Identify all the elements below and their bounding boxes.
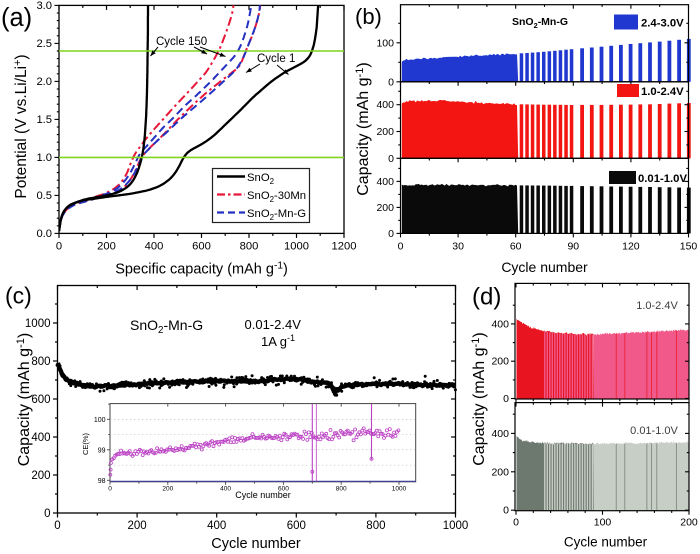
svg-text:1.0: 1.0: [36, 152, 52, 164]
svg-text:SnO2-Mn-G: SnO2-Mn-G: [512, 16, 568, 30]
svg-text:Cycle 150: Cycle 150: [156, 36, 207, 48]
svg-text:1.5: 1.5: [36, 114, 52, 126]
svg-text:200: 200: [376, 202, 394, 214]
svg-text:SnO2: SnO2: [247, 172, 274, 186]
svg-text:1A g-1: 1A g-1: [261, 333, 295, 349]
svg-text:3.0: 3.0: [36, 0, 52, 12]
svg-text:1000: 1000: [443, 520, 469, 532]
svg-text:0.01-2.4V: 0.01-2.4V: [245, 317, 302, 332]
svg-text:800: 800: [240, 240, 259, 252]
svg-text:Capacity (mAh g-1): Capacity (mAh g-1): [354, 62, 372, 196]
svg-text:600: 600: [192, 240, 211, 252]
svg-text:0: 0: [388, 228, 394, 240]
svg-text:0: 0: [388, 153, 394, 165]
svg-text:1.0-2.4V: 1.0-2.4V: [641, 86, 684, 98]
svg-text:400: 400: [207, 520, 226, 532]
svg-text:0: 0: [388, 76, 394, 88]
svg-text:400: 400: [491, 318, 509, 330]
svg-text:0: 0: [503, 393, 509, 405]
svg-text:2.0: 2.0: [36, 76, 52, 88]
svg-text:CE(%): CE(%): [81, 432, 90, 455]
svg-text:Cycle number: Cycle number: [235, 490, 291, 500]
svg-text:2.4-3.0V: 2.4-3.0V: [641, 18, 684, 30]
svg-text:0.5: 0.5: [36, 190, 52, 202]
svg-text:200: 200: [491, 466, 509, 478]
svg-text:800: 800: [366, 520, 385, 532]
svg-text:Cycle number: Cycle number: [564, 535, 648, 550]
svg-text:0: 0: [44, 508, 50, 520]
svg-text:Cycle number: Cycle number: [211, 536, 301, 552]
svg-text:200: 200: [680, 517, 698, 529]
svg-text:Specific capacity (mAh g-1): Specific capacity (mAh g-1): [115, 261, 288, 278]
svg-text:SnO2-Mn-G: SnO2-Mn-G: [130, 317, 203, 336]
svg-text:0: 0: [56, 240, 62, 252]
svg-text:Cycle 1: Cycle 1: [257, 53, 295, 65]
svg-text:200: 200: [376, 126, 394, 138]
svg-text:800: 800: [336, 486, 347, 493]
svg-text:Cycle number: Cycle number: [501, 259, 588, 275]
svg-text:600: 600: [287, 520, 306, 532]
svg-text:100: 100: [94, 417, 106, 424]
svg-text:0: 0: [398, 240, 404, 252]
svg-text:200: 200: [162, 486, 173, 493]
svg-text:SnO2-Mn-G: SnO2-Mn-G: [247, 208, 306, 222]
svg-text:0.01-1.0V: 0.01-1.0V: [638, 173, 687, 185]
svg-text:200: 200: [31, 470, 50, 482]
svg-text:400: 400: [145, 240, 164, 252]
svg-text:Potential (V vs.Li/Li+): Potential (V vs.Li/Li+): [12, 54, 30, 198]
svg-text:400: 400: [376, 99, 394, 111]
svg-text:2.5: 2.5: [36, 38, 52, 50]
svg-text:400: 400: [220, 486, 231, 493]
svg-text:0: 0: [513, 517, 519, 529]
svg-text:(b): (b): [355, 4, 382, 29]
svg-text:100: 100: [376, 37, 394, 49]
svg-text:600: 600: [31, 394, 50, 406]
svg-text:0: 0: [108, 486, 112, 493]
svg-text:200: 200: [97, 240, 116, 252]
svg-text:99: 99: [98, 447, 106, 454]
svg-text:SnO2-30Mn: SnO2-30Mn: [247, 190, 306, 204]
svg-text:100: 100: [594, 517, 612, 529]
svg-text:Capacity (mAh g-1): Capacity (mAh g-1): [470, 332, 488, 466]
svg-text:150: 150: [680, 240, 698, 252]
svg-text:200: 200: [491, 356, 509, 368]
svg-text:600: 600: [278, 486, 289, 493]
svg-text:(c): (c): [5, 283, 32, 309]
svg-text:200: 200: [128, 520, 147, 532]
svg-text:1000: 1000: [392, 486, 407, 493]
svg-text:120: 120: [622, 240, 640, 252]
svg-text:(a): (a): [1, 4, 32, 32]
svg-text:400: 400: [31, 432, 50, 444]
svg-text:Capacity (mAh g-1): Capacity (mAh g-1): [15, 333, 33, 467]
svg-text:1000: 1000: [25, 318, 51, 330]
svg-text:98: 98: [98, 478, 106, 485]
svg-text:0.0: 0.0: [36, 228, 52, 240]
svg-text:1.0-2.4V: 1.0-2.4V: [636, 300, 678, 312]
svg-text:0: 0: [54, 520, 60, 532]
svg-text:90: 90: [567, 240, 579, 252]
svg-text:(d): (d): [472, 284, 501, 311]
svg-text:1200: 1200: [332, 240, 357, 252]
svg-text:60: 60: [510, 240, 522, 252]
svg-text:800: 800: [31, 356, 50, 368]
svg-text:0.01-1.0V: 0.01-1.0V: [630, 425, 678, 437]
svg-text:30: 30: [452, 240, 464, 252]
svg-text:0: 0: [503, 505, 509, 517]
svg-text:400: 400: [376, 176, 394, 188]
svg-text:1000: 1000: [284, 240, 309, 252]
svg-text:400: 400: [491, 428, 509, 440]
